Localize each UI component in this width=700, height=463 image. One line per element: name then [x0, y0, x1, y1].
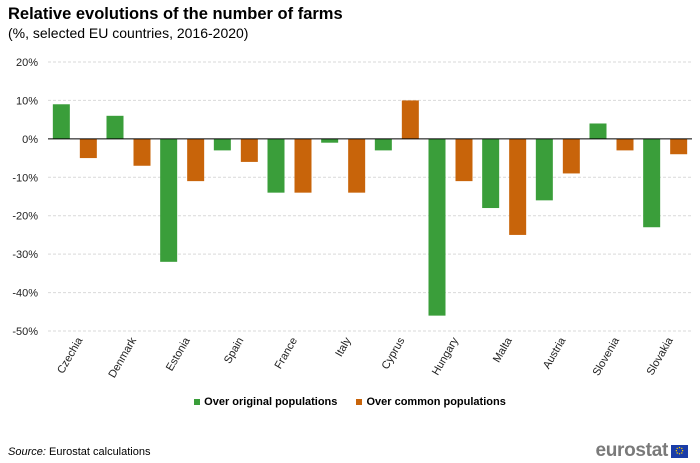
- bar-common-slovenia: [616, 138, 634, 151]
- bar-common-spain: [240, 138, 258, 162]
- x-tick-label: Spain: [222, 336, 246, 366]
- chart-title: Relative evolutions of the number of far…: [8, 5, 343, 23]
- x-tick-label: Denmark: [106, 335, 139, 380]
- bar-original-spain: [213, 138, 231, 151]
- bar-common-cyprus: [401, 100, 419, 139]
- bar-common-italy: [348, 138, 366, 193]
- bar-common-austria: [562, 138, 580, 174]
- y-tick-label: -50%: [12, 326, 38, 338]
- x-tick-label: France: [273, 336, 301, 372]
- x-tick-label: Slovenia: [591, 335, 623, 378]
- source-note: Source: Eurostat calculations: [8, 446, 150, 458]
- legend: Over original populations Over common po…: [0, 396, 700, 408]
- x-tick-label: Italy: [333, 335, 354, 359]
- y-tick-label: -10%: [12, 172, 38, 184]
- bar-original-slovakia: [643, 138, 661, 228]
- y-tick-label: -40%: [12, 288, 38, 300]
- legend-label-common: Over common populations: [366, 396, 506, 408]
- bar-common-malta: [509, 138, 527, 235]
- bar-original-italy: [321, 138, 339, 143]
- bar-common-estonia: [187, 138, 205, 182]
- bar-common-hungary: [455, 138, 473, 182]
- bar-original-czechia: [52, 104, 70, 139]
- legend-swatch-original: [194, 399, 201, 405]
- source-prefix: Source:: [8, 446, 46, 458]
- chart-subtitle: (%, selected EU countries, 2016-2020): [8, 25, 249, 41]
- y-tick-label: -30%: [12, 249, 38, 261]
- bar-original-estonia: [160, 138, 178, 262]
- legend-item-original[interactable]: Over original populations: [194, 396, 337, 408]
- bar-original-austria: [535, 138, 553, 201]
- bar-original-france: [267, 138, 285, 193]
- bar-common-denmark: [133, 138, 151, 166]
- x-tick-label: Malta: [491, 335, 515, 365]
- bar-common-czechia: [79, 138, 97, 159]
- y-tick-label: 10%: [16, 95, 38, 107]
- bar-original-cyprus: [374, 138, 392, 151]
- bar-original-malta: [482, 138, 500, 209]
- source-text: Eurostat calculations: [48, 446, 151, 458]
- logo-text: eurostat: [595, 440, 668, 461]
- x-tick-label: Hungary: [430, 335, 461, 377]
- bar-common-france: [294, 138, 312, 193]
- legend-swatch-common: [356, 399, 363, 405]
- bar-original-slovenia: [589, 123, 607, 139]
- y-tick-label: -20%: [12, 211, 38, 223]
- y-tick-label: 0%: [22, 134, 38, 146]
- legend-item-common[interactable]: Over common populations: [356, 396, 506, 408]
- bar-common-slovakia: [670, 138, 688, 155]
- bar-original-denmark: [106, 115, 124, 139]
- x-tick-label: Cyprus: [380, 335, 408, 372]
- bar-original-hungary: [428, 138, 446, 316]
- y-tick-label: 20%: [16, 57, 38, 69]
- eurostat-logo: eurostat: [595, 440, 688, 462]
- x-tick-label: Estonia: [164, 335, 193, 374]
- x-tick-label: Czechia: [55, 335, 86, 376]
- x-tick-label: Slovakia: [645, 335, 677, 378]
- eu-flag-icon: [671, 444, 688, 458]
- x-tick-label: Austria: [541, 335, 569, 371]
- legend-label-original: Over original populations: [204, 396, 338, 408]
